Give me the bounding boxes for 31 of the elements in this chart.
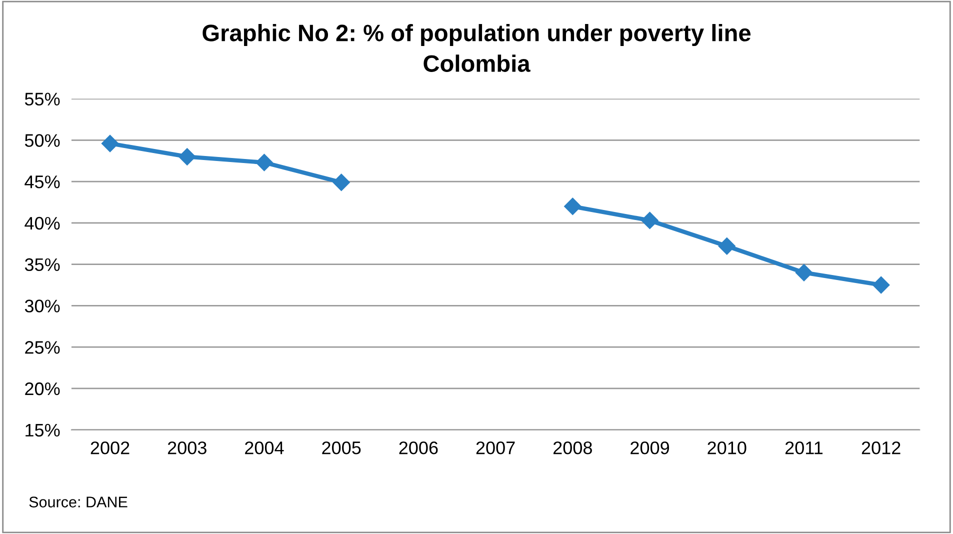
y-tick-label: 35% [24, 258, 60, 272]
point [718, 238, 736, 255]
y-tick-label: 45% [24, 176, 60, 188]
point [564, 198, 582, 215]
point [101, 134, 119, 152]
y-tick-label: 50% [24, 134, 60, 147]
x-tick-label: 2008 [553, 441, 592, 454]
point [872, 276, 890, 294]
source-note: Source: DANE [29, 496, 128, 508]
y-tick-label: 55% [24, 92, 60, 106]
x-tick-label: 2003 [168, 441, 206, 454]
point [641, 212, 658, 230]
point [178, 148, 196, 166]
x-tick-label: 2011 [785, 441, 823, 454]
x-tick-label: 2006 [399, 441, 438, 454]
x-tick-label: 2005 [322, 441, 361, 454]
chart-title: Graphic No 2: % of population under poverty line Colombia [202, 24, 751, 72]
x-tick-label: 2010 [708, 441, 746, 454]
point [256, 154, 273, 172]
y-tick-label: 25% [25, 341, 60, 354]
x-tick-label: 2007 [476, 441, 515, 454]
x-tick-label: 2002 [90, 441, 130, 454]
y-tick-label: 15% [26, 424, 60, 437]
x-tick-label: 2004 [245, 441, 284, 454]
y-tick-label: 30% [24, 300, 60, 312]
x-tick-label: 2009 [630, 441, 669, 454]
point [795, 264, 813, 282]
point [332, 174, 350, 191]
x-tick-label: 2012 [862, 441, 900, 454]
y-tick-label: 40% [24, 216, 60, 230]
y-tick-label: 20% [25, 382, 60, 396]
